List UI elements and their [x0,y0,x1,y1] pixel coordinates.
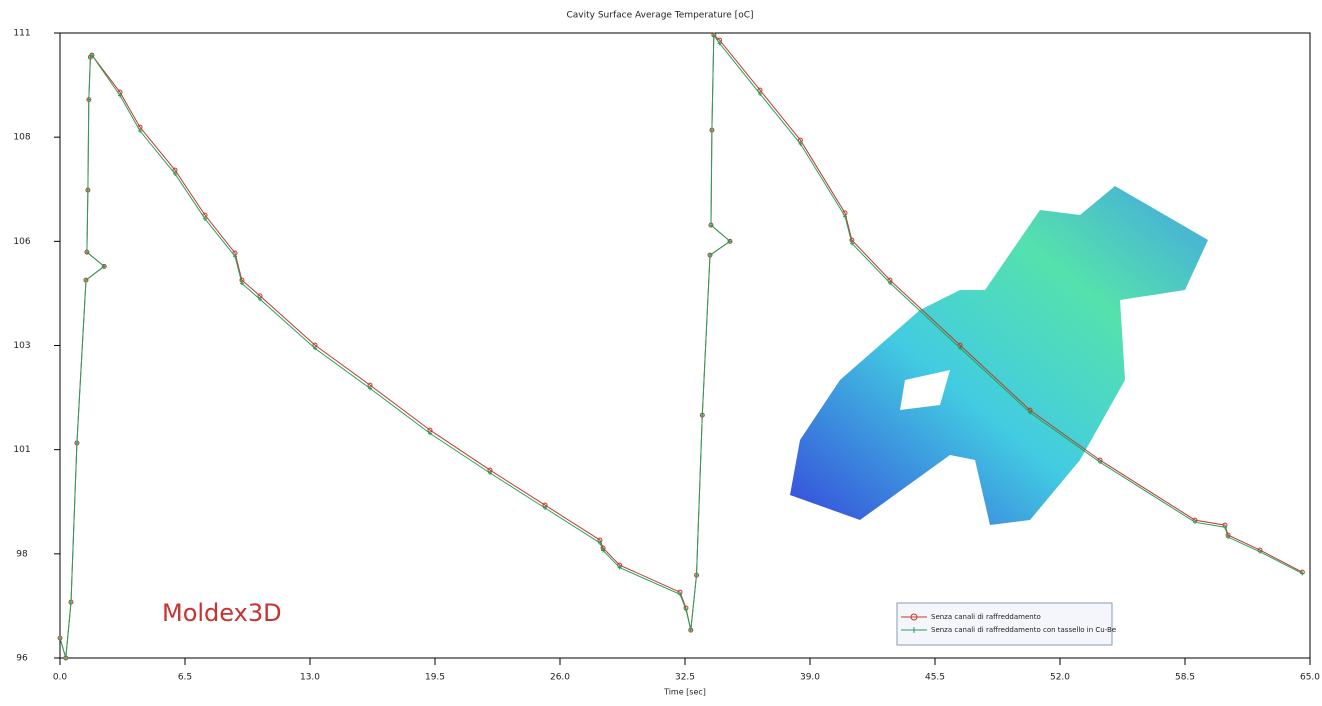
x-axis-label: Time [sec] [663,688,706,697]
chart-title: Cavity Surface Average Temperature [oC] [567,11,754,21]
y-tick-label: 103 [13,341,30,351]
y-tick-label: 108 [13,133,30,143]
y-tick-label: 101 [13,445,30,455]
part-image [790,186,1208,525]
x-tick-label: 19.5 [425,673,445,683]
chart: Cavity Surface Average Temperature [oC] … [0,0,1322,702]
x-tick-label: 26.0 [550,673,570,683]
legend-box [897,603,1112,645]
y-tick-label: 111 [13,29,30,39]
y-tick-label: 98 [16,549,28,559]
x-tick-label: 45.5 [925,673,945,683]
logo: Moldex3D [162,599,282,627]
x-tick-label: 52.0 [1050,673,1070,683]
page: Cavity Surface Average Temperature [oC] … [0,0,1322,706]
x-tick-label: 65.0 [1300,673,1320,683]
y-tick-label: 96 [16,654,28,664]
x-tick-label: 13.0 [300,673,320,683]
y-tick-label: 106 [13,237,30,247]
legend-label: Senza canali di raffreddamento con tasse… [931,626,1116,634]
x-tick-label: 58.5 [1175,673,1195,683]
x-tick-label: 0.0 [53,673,68,683]
x-tick-label: 32.5 [675,673,695,683]
legend-label: Senza canali di raffreddamento [931,613,1041,621]
x-tick-label: 6.5 [178,673,192,683]
x-tick-label: 39.0 [800,673,820,683]
point [684,608,688,612]
